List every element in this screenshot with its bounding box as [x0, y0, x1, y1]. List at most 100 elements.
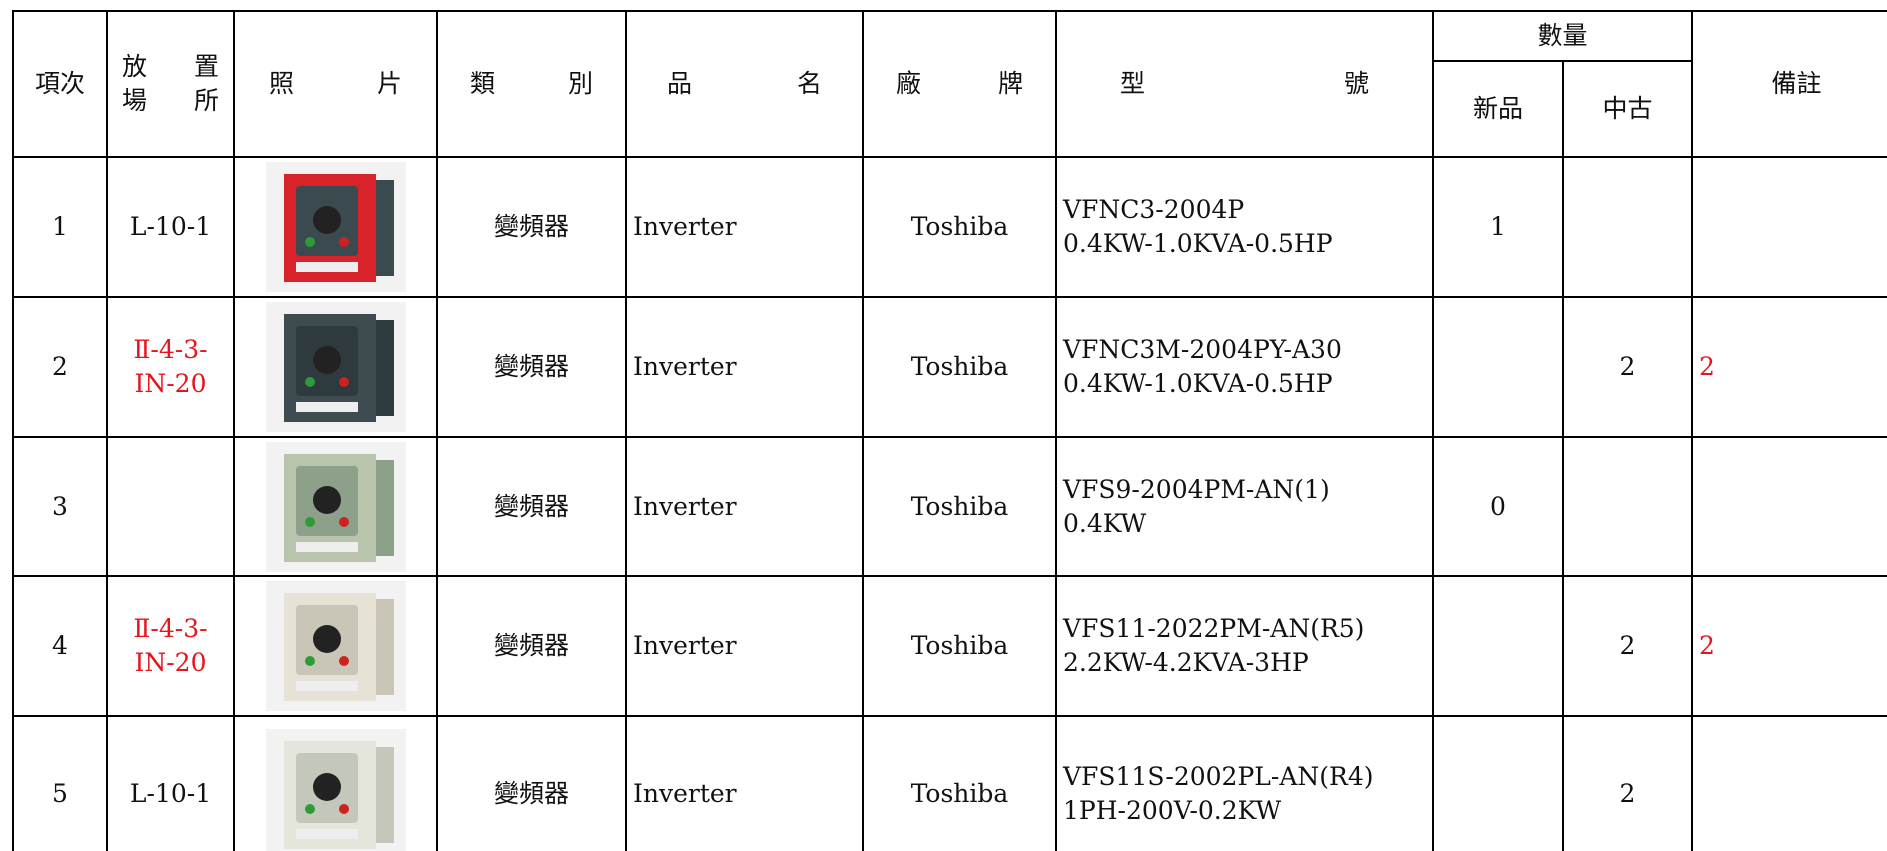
- photo-cell: [233, 575, 438, 717]
- category-text: 變頻器: [493, 212, 569, 241]
- category-cell: 變頻器: [436, 156, 627, 298]
- location-cell: L-10-1: [106, 715, 235, 851]
- model-text: VFS11-2022PM-AN(R5): [1063, 614, 1365, 643]
- header-cell: 照 片: [233, 10, 438, 158]
- item-cell: 4: [12, 575, 108, 717]
- location-text: L-10-1: [129, 212, 212, 241]
- new-cell: 0: [1432, 436, 1564, 577]
- header-cell: 新品: [1432, 60, 1564, 158]
- header-text: 型 號: [1120, 69, 1369, 98]
- model-text: 0.4KW: [1063, 508, 1147, 538]
- category-cell: 變頻器: [436, 436, 627, 577]
- header-cell: 廠 牌: [862, 10, 1057, 158]
- name-text: Inverter: [633, 778, 737, 808]
- product-photo: [265, 302, 406, 432]
- name-cell: Inverter: [625, 436, 864, 577]
- model-cell: VFS9-2004PM-AN(1) 0.4KW: [1055, 436, 1434, 577]
- model-text: 1PH-200V-0.2KW: [1063, 795, 1282, 825]
- name-text: Inverter: [633, 212, 737, 241]
- used-quantity: 2: [1619, 778, 1636, 808]
- new-cell: [1432, 715, 1564, 851]
- photo-cell: [233, 156, 438, 298]
- header-text: 場 所: [122, 86, 219, 115]
- brand-cell: Toshiba: [862, 715, 1057, 851]
- header-cell: 放 置場 所: [106, 10, 235, 158]
- category-cell: 變頻器: [436, 715, 627, 851]
- location-cell: [106, 436, 235, 577]
- photo-cell: [233, 296, 438, 438]
- model-cell: VFS11S-2002PL-AN(R4) 1PH-200V-0.2KW: [1055, 715, 1434, 851]
- brand-cell: Toshiba: [862, 575, 1057, 717]
- header-cell: 中古: [1562, 60, 1693, 158]
- category-text: 變頻器: [493, 491, 569, 521]
- header-text: 類 別: [470, 69, 593, 98]
- remark-cell: 2: [1691, 575, 1887, 717]
- brand-text: Toshiba: [910, 352, 1009, 381]
- remark-text: 2: [1699, 352, 1715, 381]
- brand-cell: Toshiba: [862, 156, 1057, 298]
- remark-text: 2: [1699, 631, 1715, 660]
- name-cell: Inverter: [625, 715, 864, 851]
- header-cell: 品 名: [625, 10, 864, 158]
- model-text: 0.4KW-1.0KVA-0.5HP: [1063, 369, 1333, 398]
- item-number: 3: [52, 491, 68, 521]
- name-cell: Inverter: [625, 575, 864, 717]
- header-text: 照 片: [269, 69, 402, 98]
- header-text: 品 名: [667, 69, 822, 98]
- item-cell: 5: [12, 715, 108, 851]
- new-cell: 1: [1432, 156, 1564, 298]
- name-text: Inverter: [633, 631, 737, 660]
- header-cell: 備註: [1691, 10, 1887, 158]
- brand-text: Toshiba: [910, 491, 1009, 521]
- header-text: 放 置: [122, 52, 219, 81]
- header-cell: 型 號: [1055, 10, 1434, 158]
- remark-cell: [1691, 436, 1887, 577]
- product-photo: [265, 441, 406, 572]
- category-text: 變頻器: [493, 352, 569, 381]
- remark-cell: [1691, 715, 1887, 851]
- used-quantity: 2: [1619, 631, 1636, 660]
- used-cell: [1562, 156, 1693, 298]
- brand-text: Toshiba: [910, 631, 1009, 660]
- item-cell: 3: [12, 436, 108, 577]
- item-cell: 2: [12, 296, 108, 438]
- name-cell: Inverter: [625, 296, 864, 438]
- location-cell: Ⅱ-4-3- IN-20: [106, 296, 235, 438]
- remark-cell: 2: [1691, 296, 1887, 438]
- model-cell: VFNC3M-2004PY-A30 0.4KW-1.0KVA-0.5HP: [1055, 296, 1434, 438]
- remark-cell: [1691, 156, 1887, 298]
- header-text: 數量: [1537, 21, 1588, 50]
- location-text: Ⅱ-4-3-: [133, 614, 208, 643]
- product-photo: [265, 581, 406, 711]
- product-photo: [265, 162, 406, 292]
- name-cell: Inverter: [625, 156, 864, 298]
- photo-cell: [233, 436, 438, 577]
- location-cell: L-10-1: [106, 156, 235, 298]
- header-cell: 項次: [12, 10, 108, 158]
- header-text: 項次: [34, 69, 85, 98]
- new-cell: [1432, 575, 1564, 717]
- model-text: VFNC3-2004P: [1063, 195, 1245, 224]
- header-text: 中古: [1602, 94, 1653, 123]
- category-text: 變頻器: [493, 778, 569, 808]
- header-cell: 類 別: [436, 10, 627, 158]
- name-text: Inverter: [633, 491, 737, 521]
- location-cell: Ⅱ-4-3- IN-20: [106, 575, 235, 717]
- new-cell: [1432, 296, 1564, 438]
- brand-text: Toshiba: [910, 212, 1009, 241]
- header-text: 備註: [1771, 69, 1822, 98]
- name-text: Inverter: [633, 352, 737, 381]
- used-cell: 2: [1562, 296, 1693, 438]
- brand-text: Toshiba: [910, 778, 1009, 808]
- used-quantity: 2: [1619, 352, 1636, 381]
- used-cell: 2: [1562, 575, 1693, 717]
- model-text: 0.4KW-1.0KVA-0.5HP: [1063, 229, 1333, 258]
- item-number: 2: [52, 352, 68, 381]
- item-number: 4: [52, 631, 68, 660]
- model-cell: VFS11-2022PM-AN(R5) 2.2KW-4.2KVA-3HP: [1055, 575, 1434, 717]
- category-cell: 變頻器: [436, 575, 627, 717]
- location-text: Ⅱ-4-3-: [133, 335, 208, 364]
- model-cell: VFNC3-2004P 0.4KW-1.0KVA-0.5HP: [1055, 156, 1434, 298]
- header-text: 新品: [1472, 94, 1523, 123]
